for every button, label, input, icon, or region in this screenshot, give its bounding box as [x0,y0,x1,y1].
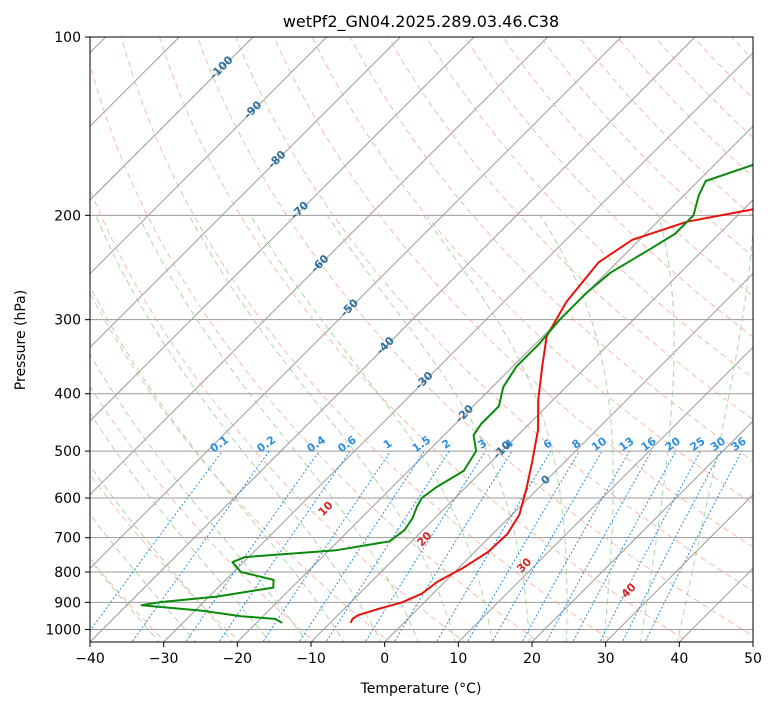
dewpoint-line [140,163,753,624]
mixing-ratio-line [466,450,580,642]
y-tick-label: 300 [54,313,81,329]
dry-adiabat [349,37,753,462]
moist-adiabat [639,215,675,642]
y-tick-label: 200 [54,208,81,224]
temperature-line [349,208,753,624]
dry-adiabat [311,37,753,505]
isotherm-line [604,493,753,642]
dry-adiabat [425,37,753,379]
moist-adiabat [137,215,419,642]
dry-adiabat [502,37,753,298]
y-tick-label: 500 [54,444,81,460]
mixing-ratio-line [90,450,223,632]
y-tick-label: 100 [54,30,81,46]
x-tick-label: −10 [296,651,326,667]
axes: −40 −30 −20 −10 0 10 20 30 40 50 1000 900 800 700 600 5… [45,30,762,667]
x-tick-label: −30 [149,651,179,667]
y-tick-label: 1000 [45,622,81,638]
isotherm-line [457,346,753,642]
mixing-ratio-line [218,450,351,642]
moist-adiabat [95,215,382,642]
x-tick-label: 10 [449,651,467,667]
moist-adiabat [90,353,308,642]
moist-adiabat [188,215,456,642]
isotherm-line [90,37,696,642]
dry-adiabat [158,37,690,642]
y-tick-label: 800 [54,565,81,581]
mixing-ratio-line [621,450,722,642]
dry-adiabat [90,292,391,642]
isotherm-line [236,125,753,642]
isotherm-line [90,37,475,422]
plot-frame [89,36,754,643]
y-tick-label: 400 [54,387,81,403]
isotherm-line [162,51,753,642]
y-tick-label: 900 [54,595,81,611]
isotherm-line [90,37,402,349]
x-tick-label: −20 [223,651,253,667]
mixing-ratio-line [298,450,425,642]
x-axis-label: Temperature (°C) [360,681,482,697]
y-tick-label: 600 [54,491,81,507]
moist-adiabat [90,464,234,642]
isotherm-line [90,37,254,201]
dry-adiabat [273,37,753,548]
moist-adiabat [90,285,345,642]
mixing-ratio-line [572,450,677,642]
background-lines [90,37,753,642]
mixing-ratio-line [131,450,270,642]
x-tick-label: 30 [597,651,615,667]
moist-adiabat [250,215,493,642]
x-tick-label: 0 [380,651,389,667]
moist-adiabat [90,412,271,642]
chart-title: wetPf2_GN04.2025.289.03.46.C38 [283,12,559,32]
dry-adiabat [387,37,753,420]
isotherm-line [531,420,753,642]
mixing-ratio-line [393,450,513,642]
dry-adiabat [120,37,615,642]
x-tick-label: 50 [744,651,762,667]
dry-adiabat [235,37,753,592]
moist-adiabat [326,215,530,642]
dry-adiabat [463,37,753,338]
sounding-profiles [140,163,753,624]
mixing-ratio-line [545,450,653,642]
moist-adiabat [539,215,614,642]
isotherm-line [310,199,753,642]
x-tick-label: 40 [670,651,688,667]
x-tick-label: −40 [75,651,105,667]
y-axis-label: Pressure (hPa) [13,290,29,390]
mixing-ratio-line [325,450,450,642]
x-tick-label: 20 [523,651,541,667]
dry-adiabat [90,385,316,642]
mixing-ratio-line [599,450,701,642]
moist-adiabat [423,215,568,642]
mixing-ratio-line [185,450,320,642]
dry-adiabat [197,37,753,637]
mixing-ratio-line [364,450,486,642]
y-tick-label: 700 [54,531,81,547]
isotherm-line [90,37,549,496]
isotherm-line [383,272,753,642]
isotherm-line [90,37,623,570]
